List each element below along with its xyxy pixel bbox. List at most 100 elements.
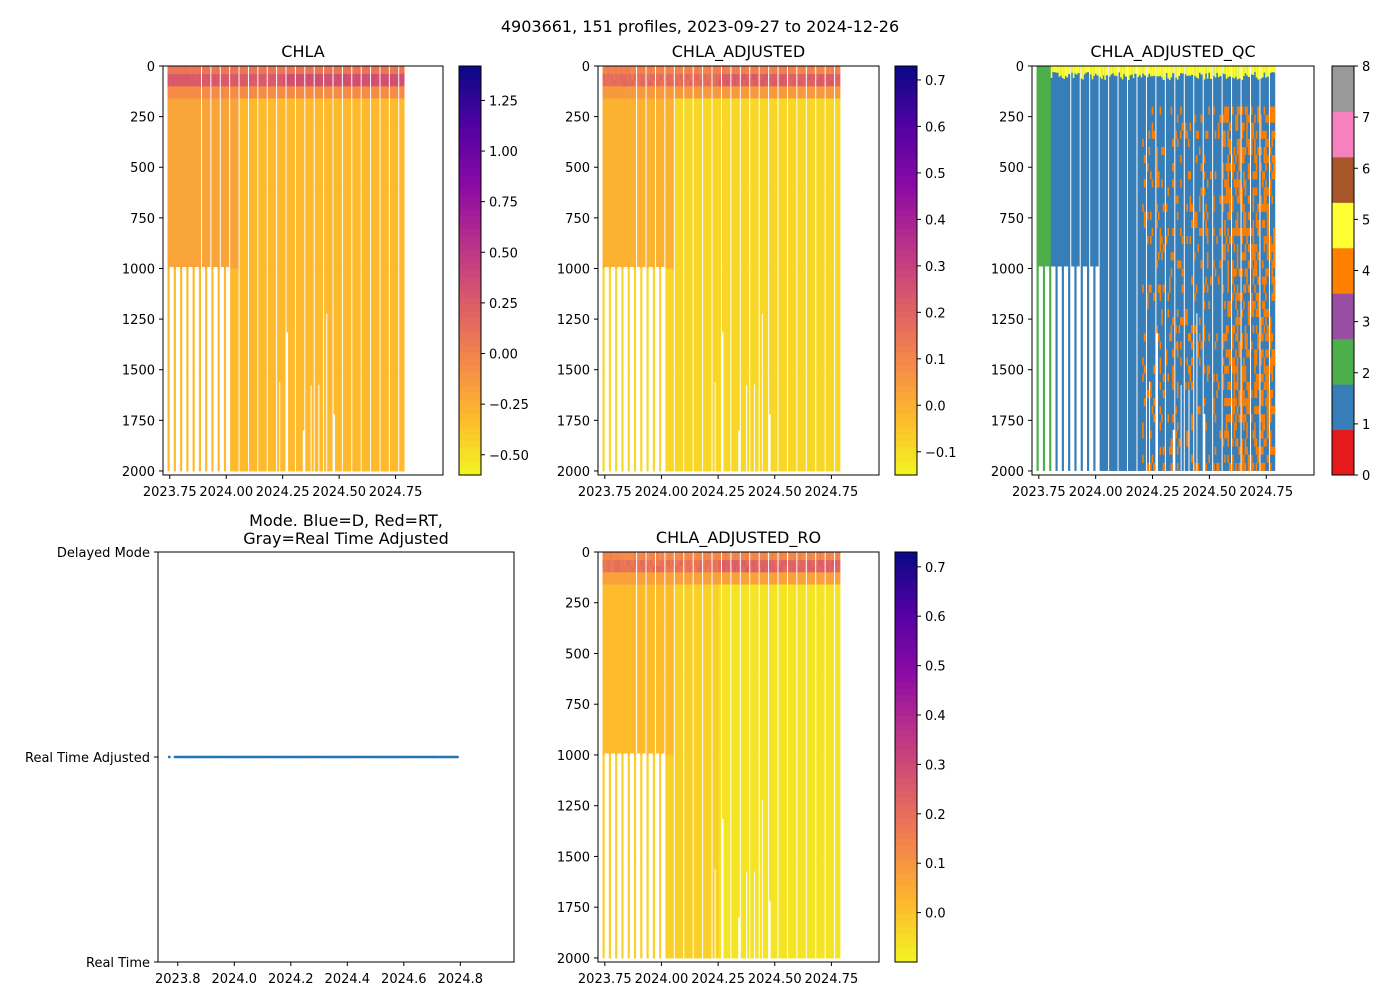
chla-cell	[176, 74, 180, 81]
chla-cell	[302, 187, 305, 269]
chla_adjusted_qc-cell-flagged	[1269, 163, 1273, 172]
chla_adjusted_ro-cell	[835, 856, 838, 959]
chla-cell	[372, 369, 375, 472]
chla_adjusted_qc-cell-flagged	[1194, 219, 1197, 228]
chla_adjusted_ro-colorbar-band	[895, 613, 917, 621]
chla_adjusted-cell	[765, 86, 769, 99]
chla-cell	[292, 268, 295, 371]
chla_adjusted-cell	[775, 86, 778, 99]
chla-cell	[233, 369, 236, 472]
chla_adjusted_ro-ytick-label: 2000	[557, 952, 590, 967]
chla_adjusted_qc-cell-flagged	[1263, 146, 1266, 156]
mode-point	[200, 755, 204, 759]
chla_adjusted_ro-cell	[604, 560, 607, 567]
chla_adjusted-cell	[742, 98, 745, 128]
chla_adjusted_ro-colorbar-band	[895, 900, 917, 908]
chla-cell	[325, 187, 328, 269]
chla_adjusted-cell	[671, 66, 674, 75]
chla-cell	[270, 369, 274, 472]
chla-cell	[222, 66, 225, 75]
chla_adjusted_ro-cell	[655, 566, 659, 573]
chla_adjusted-cell	[756, 80, 759, 87]
chla_adjusted-cell	[660, 66, 663, 75]
chla-cell	[198, 74, 201, 81]
chla_adjusted_qc-cell-surface	[1115, 66, 1118, 76]
chla-cell	[372, 187, 375, 269]
chla_adjusted-colorbar-band	[895, 468, 917, 476]
chla-cell	[234, 187, 238, 269]
chla_adjusted-cell	[762, 80, 765, 87]
chla_adjusted-cell	[819, 126, 822, 188]
chla_adjusted_ro-cell	[652, 560, 655, 567]
chla-cell	[244, 66, 247, 75]
chla_adjusted_ro-cell	[764, 552, 767, 561]
chla_adjusted-cell	[747, 86, 750, 99]
chla_adjusted_ro-cell	[838, 566, 841, 573]
chla_adjusted_ro-cell	[637, 572, 640, 585]
mode-point	[452, 755, 456, 759]
chla_adjusted-cell	[602, 187, 605, 269]
chla-cell	[169, 66, 172, 75]
chla-cell	[317, 187, 320, 269]
chla-cell	[345, 74, 349, 81]
chla-cell	[233, 66, 236, 75]
chla_adjusted_qc-cell-flagged	[1227, 349, 1230, 358]
chla_adjusted_qc-cell-surface	[1063, 66, 1066, 79]
chla_adjusted-cell	[781, 268, 784, 371]
chla_adjusted_qc-cell-flagged	[1235, 398, 1238, 407]
chla_adjusted-cell	[820, 369, 824, 472]
chla_adjusted_ro-cell	[802, 584, 805, 614]
chla_adjusted-cell	[728, 268, 731, 371]
chla_adjusted_qc-cell-flagged	[1254, 252, 1257, 261]
chla_adjusted_qc-cell-flagged	[1262, 300, 1265, 309]
chla_adjusted_ro-cell	[679, 560, 682, 567]
mode-point	[419, 755, 423, 759]
chla_adjusted_ro-cell	[681, 584, 684, 614]
chla_adjusted_qc-cell	[1161, 66, 1164, 471]
chla_adjusted_ro-cell	[679, 856, 682, 959]
chla_adjusted_ro-cell	[750, 673, 753, 756]
chla_adjusted-ytick-label: 0	[582, 60, 590, 75]
chla-cell	[203, 187, 206, 267]
chla_adjusted_ro-cell	[794, 612, 797, 675]
chla_adjusted_ro-cell	[687, 560, 690, 567]
chla_adjusted_ro-cell	[605, 673, 608, 754]
chla-cell	[206, 187, 209, 267]
chla_adjusted_qc-cell-flagged	[1263, 308, 1266, 318]
chla_adjusted_qc-cell-flagged	[1263, 187, 1266, 196]
chla_adjusted_ro-cell	[688, 673, 692, 756]
chla_adjusted-cell	[828, 98, 831, 128]
chla_adjusted-cell	[662, 80, 665, 87]
chla_adjusted_qc-cell-flagged	[1246, 227, 1249, 237]
chla_adjusted_ro-cell	[773, 612, 776, 675]
chla-cell	[269, 268, 272, 371]
chla_adjusted-cell	[659, 74, 662, 81]
chla-cell	[345, 187, 349, 269]
chla_adjusted-cell	[684, 86, 687, 99]
mode-xtick-label: 2024.6	[381, 972, 427, 987]
chla_adjusted-cell	[670, 126, 673, 188]
chla_adjusted_qc-cell-flagged	[1222, 114, 1225, 123]
chla_adjusted_ro-colorbar-band	[895, 558, 917, 567]
chla_adjusted_qc-xtick-label: 2023.75	[1012, 485, 1066, 500]
chla-cell	[258, 187, 261, 269]
chla_adjusted_ro-colorbar-band	[895, 811, 917, 820]
chla-colorbar-band	[459, 468, 481, 476]
chla_adjusted_qc-cell-flagged	[1198, 406, 1202, 415]
chla_adjusted_qc-cell-flagged	[1254, 300, 1257, 309]
chla_adjusted_qc-cell-surface	[1181, 66, 1184, 74]
chla_adjusted_qc-cell-flagged	[1236, 244, 1239, 253]
chla_adjusted_ro-cell	[707, 754, 710, 857]
chla_adjusted_ro-cell	[626, 560, 629, 567]
chla_adjusted_ro-cell	[802, 673, 805, 756]
chla_adjusted_qc-cell-flagged	[1233, 373, 1236, 382]
chla_adjusted_ro-colorbar-band	[895, 798, 917, 806]
chla_adjusted-cell	[640, 369, 643, 472]
chla_adjusted_ro-cell	[679, 566, 682, 573]
chla_adjusted_ro-cell	[822, 560, 825, 567]
chla_adjusted_qc-cell-flagged	[1167, 373, 1170, 382]
chla_adjusted_ro-cell	[666, 584, 670, 614]
chla_adjusted-cell	[820, 80, 824, 87]
chla-cell	[227, 98, 230, 128]
chla_adjusted_ro-cell	[626, 612, 629, 675]
